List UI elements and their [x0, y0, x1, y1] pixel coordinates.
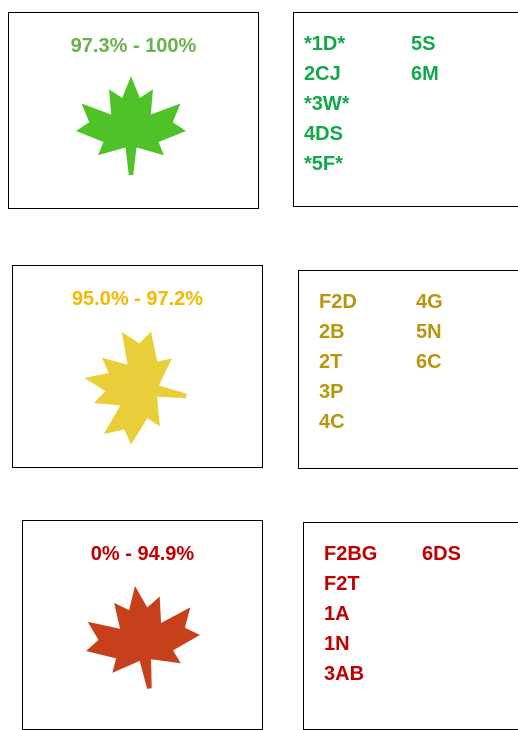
codes-column: *1D*2CJ*3W*4DS*5F* — [304, 29, 350, 179]
code: *1D* — [304, 29, 350, 59]
leaf-shape — [74, 326, 196, 453]
leaf-shape — [76, 76, 186, 175]
range-box: 95.0% - 97.2% — [12, 265, 263, 468]
code: 4C — [319, 407, 357, 437]
code: *3W* — [304, 89, 350, 119]
page: {"rows": [ {"range": "97.3% - 100%", "co… — [0, 0, 518, 724]
range-box: 97.3% - 100% — [8, 12, 259, 209]
code: 2T — [319, 347, 357, 377]
code: 4G — [416, 287, 443, 317]
codes-column: 6DS — [422, 539, 461, 569]
range-box: 0% - 94.9% — [22, 520, 263, 730]
leaf — [9, 73, 258, 203]
range-label: 97.3% - 100% — [9, 35, 258, 58]
leaf — [23, 581, 262, 721]
code: 6C — [416, 347, 443, 377]
code: 3AB — [324, 659, 377, 689]
leaf-shape — [78, 581, 206, 697]
code: 4DS — [304, 119, 350, 149]
code: *5F* — [304, 149, 350, 179]
code: 5N — [416, 317, 443, 347]
range-label: 0% - 94.9% — [23, 543, 262, 566]
code: F2D — [319, 287, 357, 317]
code: F2BG — [324, 539, 377, 569]
code: 6DS — [422, 539, 461, 569]
code: 1N — [324, 629, 377, 659]
code: 1A — [324, 599, 377, 629]
code: 2B — [319, 317, 357, 347]
code: 2CJ — [304, 59, 350, 89]
code: 5S — [411, 29, 439, 59]
code: 3P — [319, 377, 357, 407]
code: F2T — [324, 569, 377, 599]
leaf — [13, 326, 262, 456]
range-label: 95.0% - 97.2% — [13, 288, 262, 311]
code: 6M — [411, 59, 439, 89]
